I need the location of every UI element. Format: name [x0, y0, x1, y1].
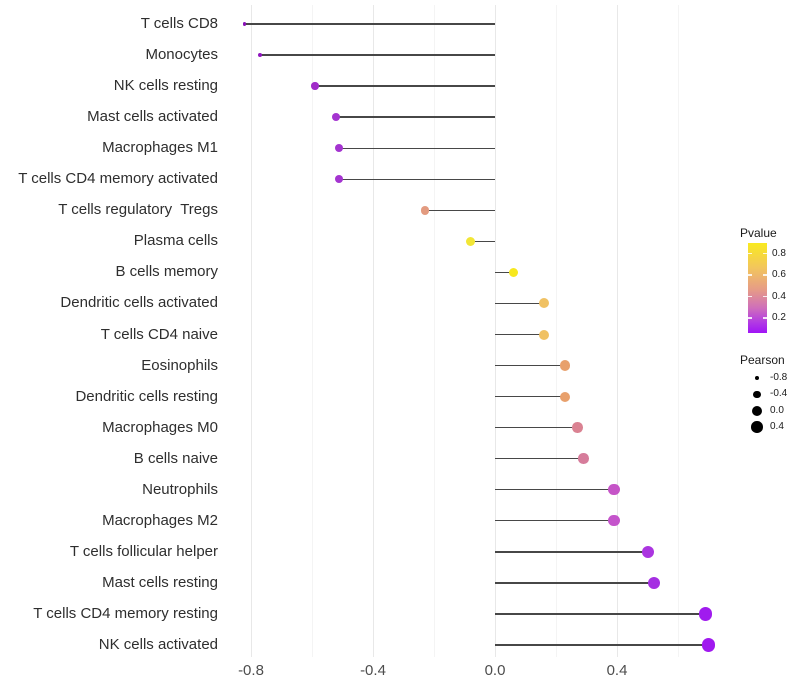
lollipop-dot	[332, 113, 341, 122]
lollipop-stem	[495, 395, 566, 398]
lollipop-stem	[495, 489, 614, 491]
lollipop-stem	[336, 116, 495, 118]
lollipop-dot	[572, 422, 583, 433]
pearson-legend-dot	[752, 405, 762, 416]
pvalue-tick-label: 0.6	[772, 269, 786, 281]
colorbar-tick-mark	[748, 274, 752, 276]
x-tick-label: -0.8	[238, 662, 264, 679]
lollipop-stem	[495, 551, 648, 553]
lollipop-stem	[495, 520, 614, 522]
lollipop-dot	[538, 329, 549, 340]
major-gridline	[495, 5, 496, 657]
colorbar-tick-mark	[763, 252, 767, 255]
lollipop-dot	[466, 236, 476, 246]
lollipop-stem	[495, 582, 654, 584]
lollipop-stem	[339, 178, 495, 180]
lollipop-stem	[495, 271, 514, 274]
lollipop-stem	[244, 23, 495, 25]
y-axis-label: B cells naive	[133, 449, 218, 467]
y-axis-label: Macrophages M0	[102, 418, 218, 436]
pvalue-tick-label: 0.4	[772, 290, 786, 302]
y-axis-label: Eosinophils	[141, 356, 218, 374]
y-axis-label: Monocytes	[145, 46, 218, 64]
lollipop-stem	[315, 85, 495, 87]
y-axis-label: Dendritic cells resting	[75, 387, 218, 405]
y-axis-label: T cells CD8	[140, 15, 218, 32]
lollipop-dot	[311, 82, 319, 90]
lollipop-dot	[420, 206, 430, 215]
y-axis-label: T cells CD4 memory activated	[18, 170, 218, 188]
y-axis-label: B cells memory	[115, 263, 218, 281]
pvalue-colorbar	[748, 243, 767, 333]
pearson-legend-dot	[753, 390, 761, 399]
minor-gridline	[312, 5, 313, 657]
lollipop-stem	[339, 147, 495, 149]
major-gridline	[617, 5, 618, 657]
major-gridline	[251, 5, 252, 657]
lollipop-dot	[560, 360, 571, 371]
x-tick-label: 0.0	[484, 662, 506, 679]
lollipop-dot	[608, 515, 620, 527]
colorbar-tick-mark	[748, 252, 752, 255]
pearson-legend-dot	[751, 421, 763, 433]
y-axis-label: Mast cells activated	[87, 108, 218, 126]
y-axis-label: Mast cells resting	[102, 573, 218, 591]
lollipop-stem	[495, 302, 544, 305]
lollipop-dot	[560, 391, 571, 402]
pearson-legend-label: 0.4	[770, 421, 784, 433]
y-axis-label: NK cells activated	[98, 636, 218, 653]
y-axis-label: T cells CD4 naive	[100, 325, 218, 343]
colorbar-tick-mark	[763, 317, 767, 319]
y-axis-label: Neutrophils	[142, 480, 218, 498]
pearson-legend-label: -0.4	[770, 388, 788, 400]
y-axis-label: T cells follicular helper	[69, 542, 218, 560]
colorbar-tick-mark	[748, 295, 752, 298]
lollipop-stem	[424, 209, 495, 211]
lollipop-dot	[578, 453, 589, 464]
lollipop-dot	[243, 22, 247, 26]
lollipop-dot	[647, 576, 660, 589]
lollipop-stem	[495, 333, 544, 336]
lollipop-dot	[701, 638, 716, 652]
lollipop-stem	[470, 240, 495, 243]
minor-gridline	[556, 5, 557, 657]
pvalue-tick-label: 0.2	[772, 312, 786, 323]
lollipop-stem	[495, 458, 584, 460]
lollipop-dot	[608, 484, 620, 496]
major-gridline	[373, 5, 374, 657]
lollipop-dot	[538, 298, 549, 309]
lollipop-dot	[257, 52, 263, 58]
lollipop-stem	[260, 54, 495, 56]
minor-gridline	[434, 5, 435, 657]
colorbar-tick-mark	[763, 274, 767, 276]
y-axis-label: Dendritic cells activated	[60, 294, 218, 312]
pvalue-legend-title: Pvalue	[740, 226, 777, 240]
colorbar-tick-mark	[748, 317, 752, 319]
lollipop-dot	[698, 607, 713, 621]
minor-gridline	[678, 5, 679, 657]
y-axis-label: Macrophages M1	[102, 139, 218, 157]
lollipop-stem	[495, 426, 578, 429]
pearson-legend-label: 0.0	[770, 404, 784, 416]
lollipop-dot	[641, 545, 654, 558]
pvalue-tick-label: 0.8	[772, 247, 786, 259]
lollipop-dot	[335, 175, 344, 184]
y-axis-label: T cells CD4 memory resting	[33, 604, 218, 622]
lollipop-stem	[495, 644, 709, 646]
lollipop-stem	[495, 364, 566, 367]
x-tick-label: 0.4	[606, 662, 628, 679]
lollipop-dot	[335, 144, 344, 153]
lollipop-dot	[508, 267, 519, 278]
colorbar-tick-mark	[763, 295, 767, 298]
y-axis-label: Plasma cells	[133, 232, 218, 250]
x-tick-label: -0.4	[360, 662, 386, 679]
y-axis-label: Macrophages M2	[102, 511, 218, 529]
lollipop-stem	[495, 613, 706, 615]
y-axis-label: T cells regulatory Tregs	[58, 201, 218, 219]
pearson-legend-title: Pearson	[740, 353, 785, 367]
pearson-legend-dot	[754, 375, 760, 381]
pearson-legend-label: -0.8	[770, 372, 788, 383]
y-axis-label: NK cells resting	[113, 77, 218, 95]
